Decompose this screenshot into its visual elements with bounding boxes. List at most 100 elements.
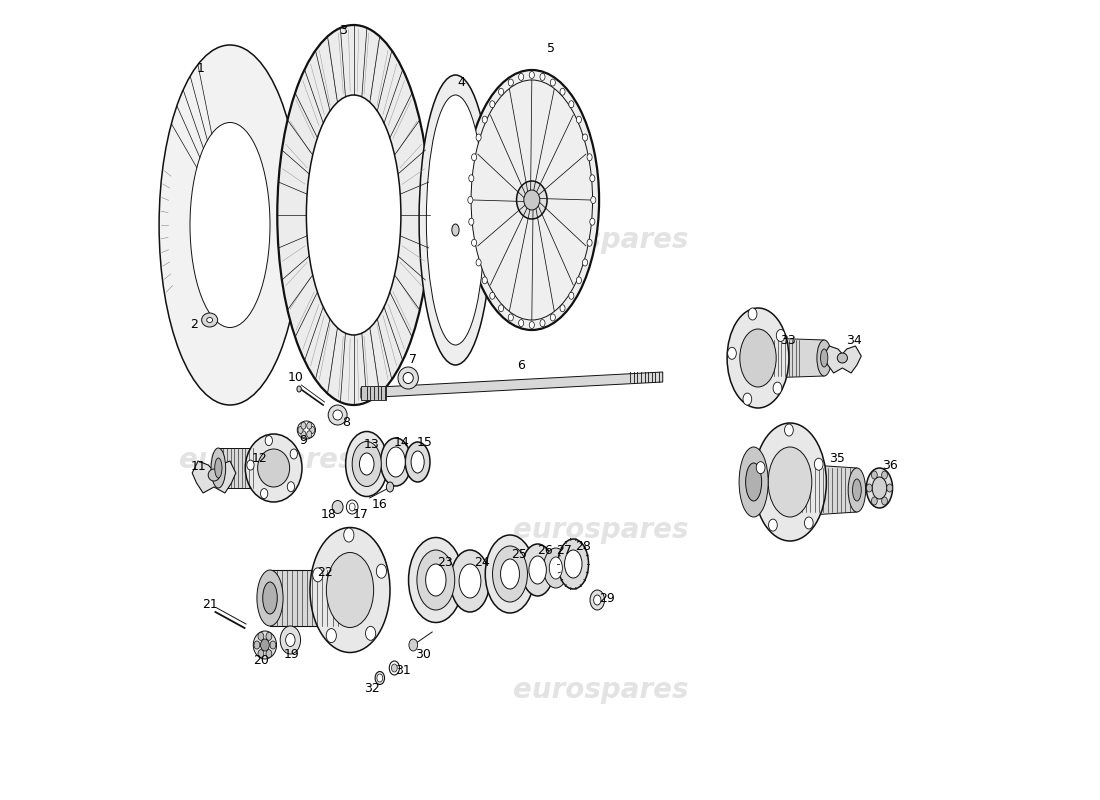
Ellipse shape <box>498 88 504 95</box>
Ellipse shape <box>301 431 306 438</box>
Ellipse shape <box>381 438 411 486</box>
Ellipse shape <box>310 527 390 653</box>
Ellipse shape <box>405 442 430 482</box>
Text: 7: 7 <box>409 354 417 366</box>
Ellipse shape <box>543 548 569 588</box>
Ellipse shape <box>485 535 535 613</box>
Ellipse shape <box>469 218 474 226</box>
Ellipse shape <box>583 259 587 266</box>
Ellipse shape <box>746 463 761 501</box>
Ellipse shape <box>468 197 473 203</box>
Text: 3: 3 <box>339 23 346 37</box>
Ellipse shape <box>328 405 348 425</box>
Ellipse shape <box>558 539 589 589</box>
Ellipse shape <box>564 550 582 578</box>
Ellipse shape <box>540 74 544 80</box>
Text: 4: 4 <box>458 75 465 89</box>
Ellipse shape <box>350 503 355 511</box>
Ellipse shape <box>490 292 495 299</box>
Ellipse shape <box>837 353 847 363</box>
Ellipse shape <box>476 259 481 266</box>
Ellipse shape <box>307 422 311 429</box>
Ellipse shape <box>550 314 556 321</box>
Ellipse shape <box>207 318 212 322</box>
Text: 13: 13 <box>364 438 380 451</box>
Ellipse shape <box>417 550 454 610</box>
Text: 36: 36 <box>882 458 899 471</box>
Ellipse shape <box>375 671 385 685</box>
Ellipse shape <box>518 74 524 80</box>
Text: 12: 12 <box>251 451 267 465</box>
Polygon shape <box>766 338 824 378</box>
Ellipse shape <box>307 95 400 335</box>
Ellipse shape <box>490 101 495 108</box>
Ellipse shape <box>500 559 519 589</box>
Ellipse shape <box>590 590 605 610</box>
Text: 25: 25 <box>510 547 527 561</box>
Ellipse shape <box>524 190 540 210</box>
Ellipse shape <box>297 386 301 392</box>
Text: 2: 2 <box>189 318 198 331</box>
Text: 20: 20 <box>253 654 270 666</box>
Ellipse shape <box>254 641 260 649</box>
Ellipse shape <box>804 517 813 529</box>
Ellipse shape <box>871 471 878 479</box>
Text: 14: 14 <box>394 437 409 450</box>
Ellipse shape <box>261 639 270 651</box>
Polygon shape <box>361 372 662 398</box>
Ellipse shape <box>591 197 596 203</box>
Ellipse shape <box>307 431 311 438</box>
Ellipse shape <box>594 595 601 605</box>
Ellipse shape <box>190 122 270 327</box>
Ellipse shape <box>887 484 892 492</box>
Polygon shape <box>824 346 861 373</box>
Ellipse shape <box>739 447 768 517</box>
Ellipse shape <box>814 458 823 470</box>
Ellipse shape <box>201 313 218 327</box>
Ellipse shape <box>521 544 553 596</box>
Ellipse shape <box>576 277 582 284</box>
Ellipse shape <box>583 134 587 141</box>
Ellipse shape <box>298 426 304 434</box>
Text: 16: 16 <box>371 498 387 511</box>
Ellipse shape <box>290 449 297 459</box>
Ellipse shape <box>365 626 376 640</box>
Text: 35: 35 <box>829 451 845 465</box>
Text: eurospares: eurospares <box>514 516 689 544</box>
Ellipse shape <box>327 629 337 642</box>
Ellipse shape <box>452 224 459 236</box>
Ellipse shape <box>529 71 535 78</box>
Text: 33: 33 <box>780 334 795 346</box>
Ellipse shape <box>517 181 547 219</box>
Ellipse shape <box>576 116 582 123</box>
Text: eurospares: eurospares <box>514 226 689 254</box>
Ellipse shape <box>464 70 600 330</box>
Text: 26: 26 <box>537 543 553 557</box>
Text: 32: 32 <box>364 682 380 694</box>
Text: 24: 24 <box>474 555 490 569</box>
Ellipse shape <box>450 550 490 612</box>
Ellipse shape <box>246 460 254 470</box>
Polygon shape <box>192 461 235 493</box>
Ellipse shape <box>757 462 764 474</box>
Ellipse shape <box>245 434 302 502</box>
Ellipse shape <box>332 501 343 514</box>
Ellipse shape <box>469 174 474 182</box>
Ellipse shape <box>498 305 504 312</box>
Ellipse shape <box>426 564 446 596</box>
Ellipse shape <box>277 25 430 405</box>
Ellipse shape <box>867 468 892 508</box>
Ellipse shape <box>419 75 492 365</box>
Ellipse shape <box>754 423 826 541</box>
Text: 19: 19 <box>284 649 299 662</box>
Polygon shape <box>219 448 267 488</box>
Ellipse shape <box>343 528 354 542</box>
Text: 9: 9 <box>299 434 307 446</box>
Ellipse shape <box>265 436 273 446</box>
Ellipse shape <box>270 641 276 649</box>
Ellipse shape <box>360 453 374 475</box>
Ellipse shape <box>409 639 418 651</box>
Ellipse shape <box>587 239 592 246</box>
Polygon shape <box>795 464 857 516</box>
Ellipse shape <box>266 632 272 640</box>
